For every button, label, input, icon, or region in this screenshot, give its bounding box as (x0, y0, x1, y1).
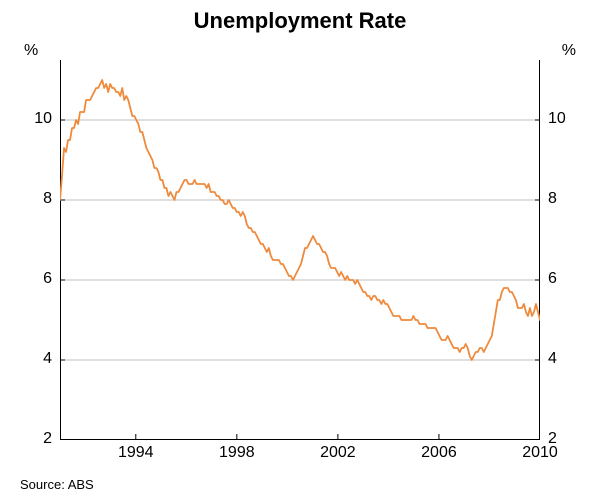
y-tick-left: 8 (12, 190, 52, 208)
chart-plot-area (60, 60, 540, 440)
y-tick-right: 4 (548, 350, 588, 368)
chart-svg (60, 60, 540, 440)
y-tick-right: 8 (548, 190, 588, 208)
x-tick: 1994 (111, 444, 161, 462)
y-axis-label-right: % (562, 42, 576, 60)
x-tick: 2010 (515, 444, 565, 462)
y-tick-left: 10 (12, 110, 52, 128)
source-text: Source: ABS (20, 477, 94, 492)
y-axis-label-left: % (24, 42, 38, 60)
y-tick-left: 2 (12, 430, 52, 448)
x-tick: 1998 (212, 444, 262, 462)
y-tick-left: 4 (12, 350, 52, 368)
chart-title: Unemployment Rate (0, 8, 600, 34)
y-tick-right: 6 (548, 270, 588, 288)
x-tick: 2006 (414, 444, 464, 462)
y-tick-left: 6 (12, 270, 52, 288)
x-tick: 2002 (313, 444, 363, 462)
y-tick-right: 10 (548, 110, 588, 128)
